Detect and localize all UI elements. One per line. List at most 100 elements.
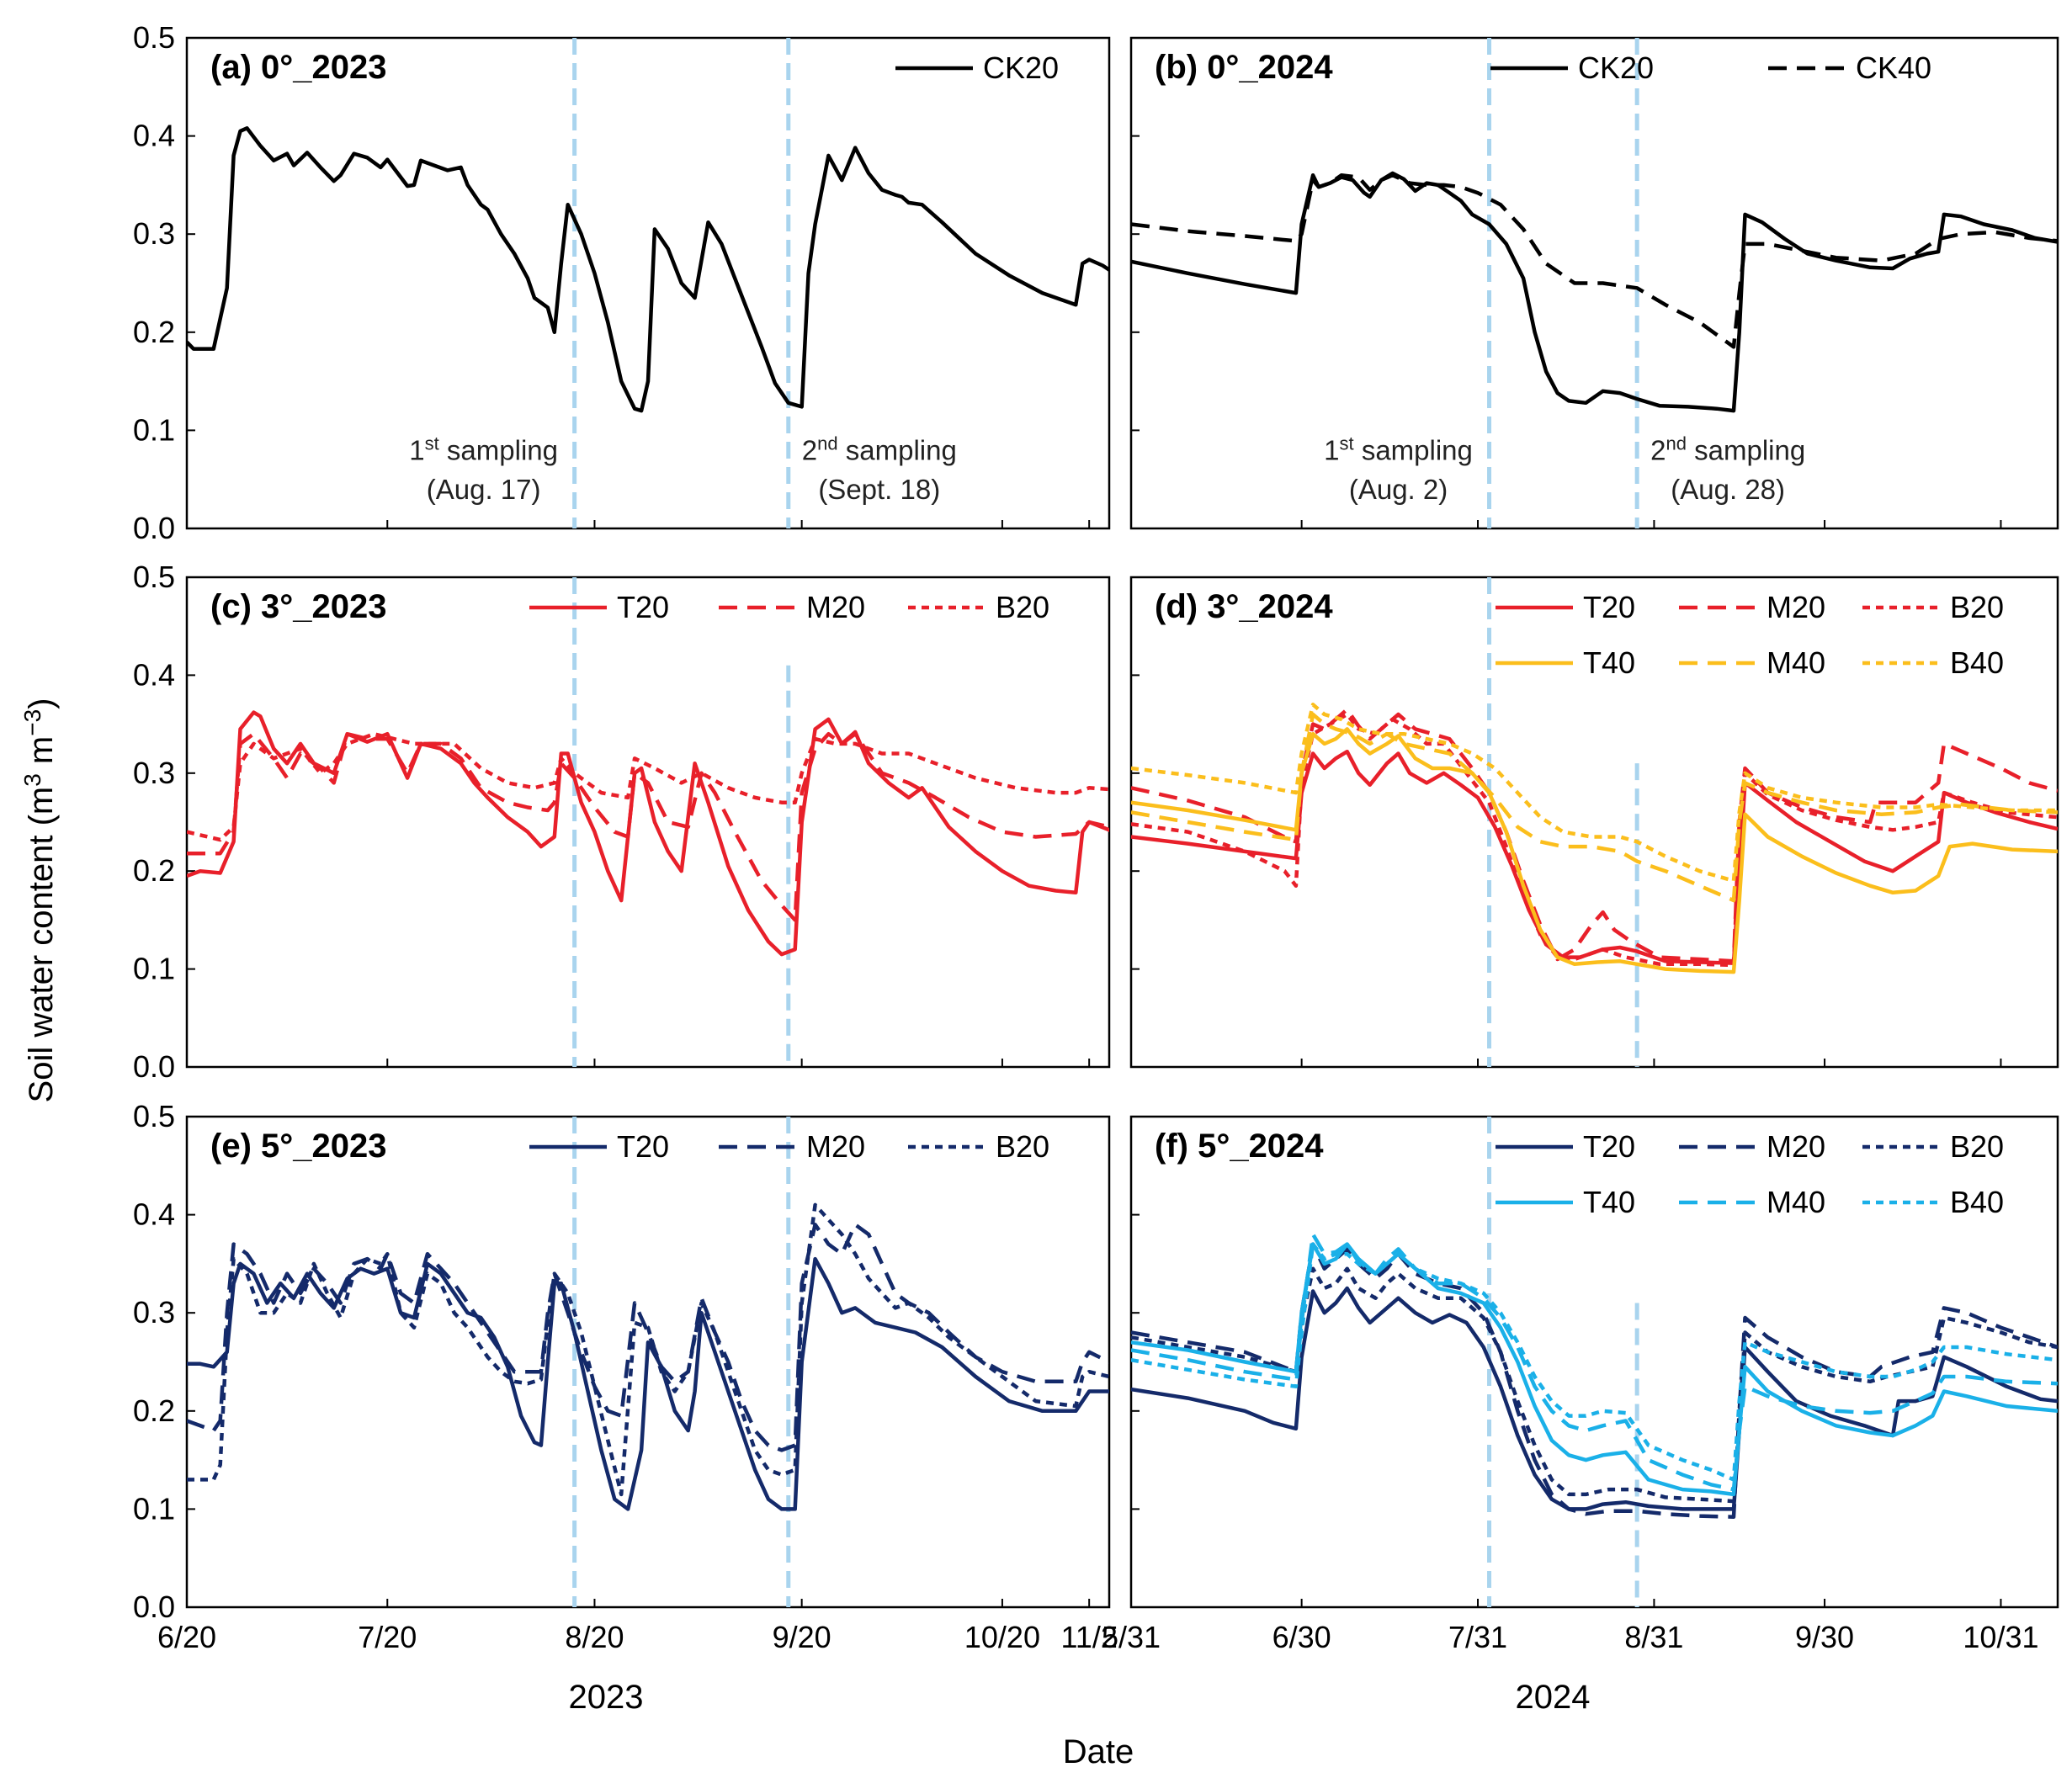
panel-title: (b) 0°_2024 xyxy=(1155,49,1333,86)
panel-title: (c) 3°_2023 xyxy=(210,588,386,625)
legend-label-t20: T20 xyxy=(617,1129,669,1164)
panel-e: 0.0 0.1 0.2 0.3 0.4 0.5 6/20 7/20 8/20 9/20 10/20 1… xyxy=(133,1099,1118,1654)
y-tick-label: 0.3 xyxy=(133,1295,175,1330)
legend-label-t40: T40 xyxy=(1583,645,1635,680)
sampling-annotation-line2: (Sept. 18) xyxy=(818,474,940,505)
series-line-t20 xyxy=(1131,749,2058,965)
y-axis-title-sup2: −3 xyxy=(19,709,45,736)
legend-label-b20: B20 xyxy=(1950,1129,2004,1164)
panels-layer: 0.0 0.1 0.2 0.3 0.4 0.5 (a) 0°_2023 CK20 1st sam… xyxy=(133,20,2059,1654)
y-tick-label: 0.5 xyxy=(133,560,175,594)
sampling-annotation-line1: 2nd sampling xyxy=(802,433,957,465)
legend-label-m20: M20 xyxy=(806,590,865,624)
panel-title: (a) 0°_2023 xyxy=(210,49,386,86)
panel-frame xyxy=(1129,576,2059,1069)
y-tick-label: 0.1 xyxy=(133,412,175,447)
series-line-m20 xyxy=(1131,707,2058,963)
series-group xyxy=(1131,1232,2058,1519)
panel-d: (d) 3°_2024 T20 M20 B20 T40 M40 B40 xyxy=(1129,576,2059,1069)
y-tick-label: 0.3 xyxy=(133,216,175,251)
series-group xyxy=(187,126,1109,413)
panel-title: (d) 3°_2024 xyxy=(1155,588,1333,625)
series-line-t40 xyxy=(1131,727,2058,974)
legend-label-b40: B40 xyxy=(1950,1185,2004,1219)
sampling-annotation-line1: 2nd sampling xyxy=(1650,433,1805,465)
y-axis-title: Soil water content (m3 m−3) xyxy=(19,698,60,1103)
series-line-t40 xyxy=(1131,1242,2058,1497)
year-label-2024: 2024 xyxy=(1516,1679,1591,1716)
x-tick-label: 6/20 xyxy=(157,1620,216,1654)
y-tick-label: 0.5 xyxy=(133,20,175,55)
legend-label-t20: T20 xyxy=(1583,1129,1635,1164)
x-tick-label: 6/30 xyxy=(1272,1620,1331,1654)
y-tick-label: 0.0 xyxy=(133,1049,175,1084)
panel-frame xyxy=(1129,1115,2059,1609)
series-line-b40 xyxy=(1131,703,2058,884)
y-axis-title-base: Soil water content (m xyxy=(23,787,60,1103)
y-tick-label: 0.2 xyxy=(133,315,175,349)
y-tick-label: 0.1 xyxy=(133,1491,175,1526)
x-tick-label: 5/31 xyxy=(1102,1620,1161,1654)
x-tick-label: 9/20 xyxy=(773,1620,831,1654)
y-tick-label: 0.0 xyxy=(133,511,175,545)
legend-label-m20: M20 xyxy=(806,1129,865,1164)
series-group xyxy=(187,710,1109,957)
panel-b: (b) 0°_2024 CK20 CK40 1st sampling (Aug. 2) 2… xyxy=(1129,36,2059,530)
y-tick-label: 0.5 xyxy=(133,1099,175,1133)
panel-f: 5/31 6/30 7/31 8/31 9/30 10/31 (f) 5°_2024 T20 M… xyxy=(1102,1115,2059,1654)
series-line-b20 xyxy=(1131,1266,2058,1504)
legend-label-ck40: CK40 xyxy=(1856,50,1931,85)
y-axis-title-mid: m xyxy=(23,736,60,773)
x-tick-label: 8/31 xyxy=(1624,1620,1683,1654)
y-tick-label: 0.4 xyxy=(133,119,175,153)
series-line-b20 xyxy=(1131,712,2058,968)
x-tick-label: 7/31 xyxy=(1448,1620,1507,1654)
sampling-annotation-line2: (Aug. 28) xyxy=(1671,474,1785,505)
year-label-2023: 2023 xyxy=(569,1679,644,1716)
legend-label-b20: B20 xyxy=(996,1129,1049,1164)
y-tick-label: 0.1 xyxy=(133,952,175,986)
series-line-m20 xyxy=(1131,1242,2058,1519)
x-tick-label: 10/31 xyxy=(1963,1620,2038,1654)
y-tick-label: 0.2 xyxy=(133,853,175,888)
series-line-b40 xyxy=(1131,1242,2058,1482)
panel-title: (f) 5°_2024 xyxy=(1155,1128,1324,1165)
x-tick-label: 11/2 xyxy=(1060,1620,1117,1654)
panel-title: (e) 5°_2023 xyxy=(210,1128,386,1165)
legend-label-m40: M40 xyxy=(1767,1185,1825,1219)
sampling-annotation-line2: (Aug. 17) xyxy=(427,474,541,505)
series-line-b20 xyxy=(187,1202,1109,1497)
series-line-t20 xyxy=(187,710,1109,957)
x-axis-title: Date xyxy=(1063,1733,1134,1770)
legend-label-t20: T20 xyxy=(1583,590,1635,624)
series-line-ck40 xyxy=(1131,172,2058,349)
panel-frame xyxy=(1129,36,2059,530)
series-group xyxy=(1131,171,2058,413)
legend-label-b40: B40 xyxy=(1950,645,2004,680)
panel-a: 0.0 0.1 0.2 0.3 0.4 0.5 (a) 0°_2023 CK20 1st sam… xyxy=(133,20,1111,545)
x-tick-label: 8/20 xyxy=(565,1620,624,1654)
panel-frame xyxy=(185,576,1111,1069)
panel-frame xyxy=(185,1115,1111,1609)
series-line-m20 xyxy=(187,731,1109,922)
x-tick-label: 7/20 xyxy=(358,1620,417,1654)
legend-label-ck20: CK20 xyxy=(1578,50,1654,85)
sampling-annotation-line1: 1st sampling xyxy=(409,433,558,465)
series-line-ck20 xyxy=(187,126,1109,413)
series-line-ck20 xyxy=(1131,171,2058,413)
legend-label-ck20: CK20 xyxy=(983,50,1059,85)
y-axis-title-end: ) xyxy=(23,698,60,709)
panel-c: 0.0 0.1 0.2 0.3 0.4 0.5 (c) 3°_2023 T20 M20 B20 xyxy=(133,560,1111,1084)
y-tick-label: 0.4 xyxy=(133,1197,175,1232)
sampling-annotation-line1: 1st sampling xyxy=(1324,433,1473,465)
y-tick-label: 0.2 xyxy=(133,1393,175,1428)
legend-label-m40: M40 xyxy=(1767,645,1825,680)
y-tick-label: 0.4 xyxy=(133,657,175,692)
y-tick-label: 0.3 xyxy=(133,756,175,790)
sampling-annotation-line2: (Aug. 2) xyxy=(1349,474,1448,505)
x-tick-label: 10/20 xyxy=(964,1620,1040,1654)
legend-label-m20: M20 xyxy=(1767,1129,1825,1164)
x-tick-label: 9/30 xyxy=(1795,1620,1854,1654)
panel-frame xyxy=(185,36,1111,530)
